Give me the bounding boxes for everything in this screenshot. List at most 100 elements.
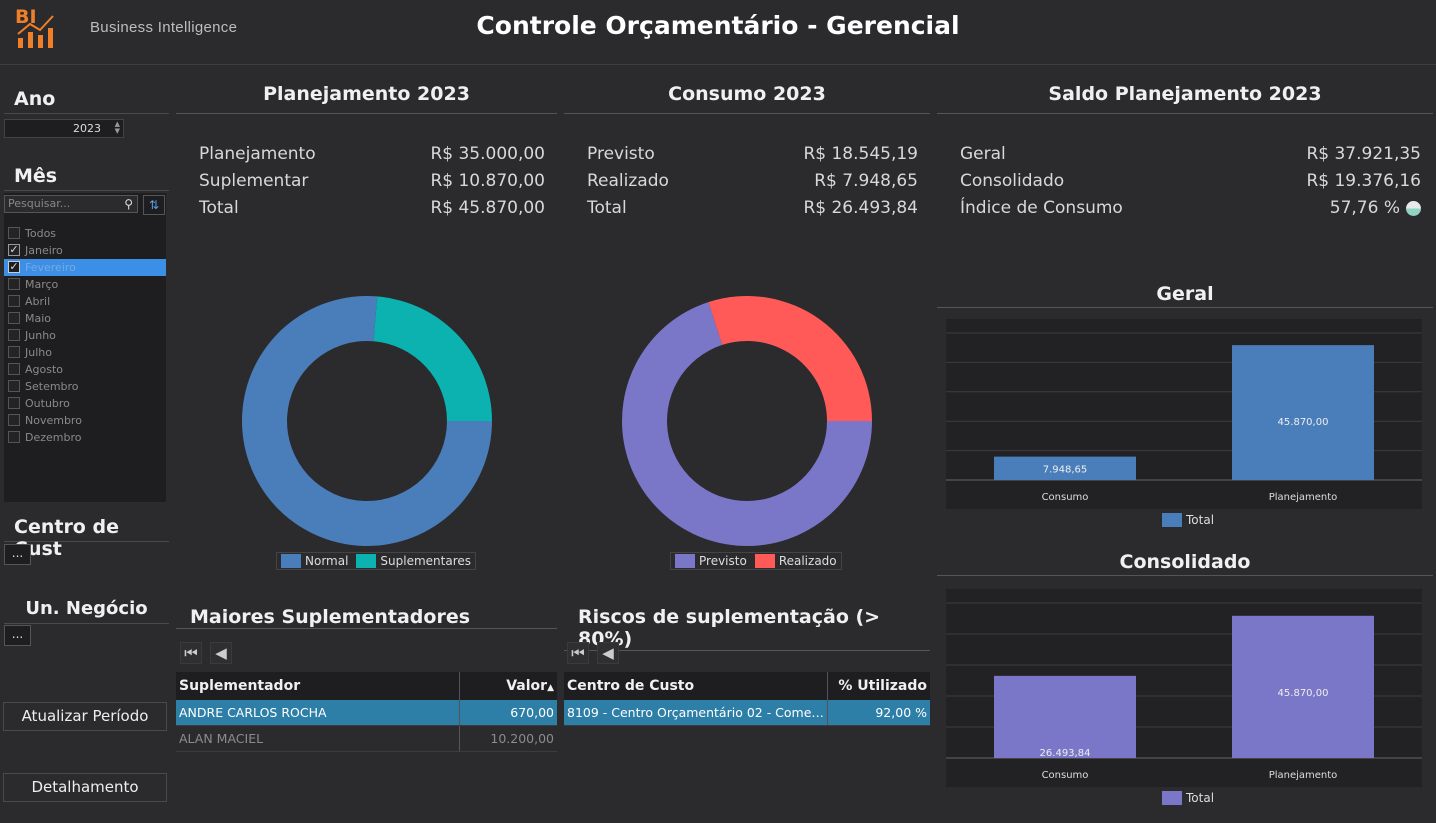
un-negocio-dropdown[interactable]: ...: [4, 625, 31, 646]
checkbox-icon[interactable]: [8, 312, 20, 324]
x-tick-label: Consumo: [1042, 770, 1089, 781]
checkbox-checked-icon[interactable]: ✓: [8, 260, 20, 273]
consolidado-bar-chart[interactable]: 26.493,84 Consumo 45.870,00 Planejamento: [946, 589, 1422, 787]
sort-asc-icon: ▲: [547, 683, 554, 693]
month-item[interactable]: Março: [4, 276, 166, 293]
month-item[interactable]: Julho: [4, 344, 166, 361]
month-label: Todos: [25, 227, 57, 240]
month-label: Fevereiro: [25, 261, 76, 274]
month-item[interactable]: ✓ Fevereiro: [4, 259, 166, 276]
checkbox-icon[interactable]: [8, 397, 20, 409]
legend-label: Realizado: [778, 554, 837, 568]
spinner-arrows-icon[interactable]: ▲ ▼: [114, 120, 120, 135]
x-tick-label: Consumo: [1042, 492, 1089, 503]
checkbox-icon[interactable]: [8, 295, 20, 307]
cell-name: 8109 - Centro Orçamentário 02 - Comercia…: [564, 700, 828, 725]
checkbox-icon[interactable]: [8, 346, 20, 358]
col-valor[interactable]: Valor▲: [460, 672, 557, 700]
prev-page-icon[interactable]: ◀: [597, 642, 619, 664]
planejamento-values: Planejamento R$ 35.000,00 Suplementar R$ 1…: [199, 141, 545, 222]
month-item[interactable]: Agosto: [4, 361, 166, 378]
geral-bar-chart[interactable]: 7.948,65 Consumo 45.870,00 Planejamento: [946, 319, 1422, 509]
centro-custo-dropdown[interactable]: ...: [4, 544, 31, 565]
kv-row: Consolidado R$ 19.376,16: [960, 168, 1421, 195]
donut-slice-realizado[interactable]: [708, 296, 872, 421]
un-negocio-label: Un. Negócio: [4, 598, 169, 624]
cell-value: 670,00: [510, 705, 554, 720]
logo-mark: BI: [15, 6, 37, 28]
logo-text: Business Intelligence: [90, 19, 238, 36]
first-page-icon[interactable]: ⏮: [567, 642, 589, 664]
month-item[interactable]: ✓ Janeiro: [4, 242, 166, 259]
legend-label: Total: [1186, 791, 1215, 805]
month-label: Março: [25, 278, 59, 291]
month-item[interactable]: Abril: [4, 293, 166, 310]
indice-value: 57,76 %: [1329, 198, 1400, 218]
table-row[interactable]: ALAN MACIEL 10.200,00: [176, 726, 557, 752]
header-bar: [0, 0, 1436, 65]
checkbox-icon[interactable]: [8, 414, 20, 426]
detalhamento-button[interactable]: Detalhamento: [3, 773, 167, 802]
sort-icon[interactable]: ⇅: [143, 195, 165, 215]
ano-label: Ano: [4, 88, 169, 114]
month-label: Outubro: [25, 397, 70, 410]
col-suplementador[interactable]: Suplementador: [176, 672, 460, 700]
checkbox-icon[interactable]: [8, 329, 20, 341]
kv-row: Realizado R$ 7.948,65: [587, 168, 918, 195]
cell-value: 10.200,00: [490, 731, 554, 746]
month-item[interactable]: Maio: [4, 310, 166, 327]
saldo-values: Geral R$ 37.921,35 Consolidado R$ 19.376,1…: [960, 141, 1421, 222]
kv-label: Geral: [960, 144, 1006, 164]
month-label: Dezembro: [25, 431, 82, 444]
bar-planejamento[interactable]: [1232, 345, 1374, 480]
table-row[interactable]: ANDRE CARLOS ROCHA 670,00: [176, 700, 557, 726]
month-item[interactable]: Todos: [4, 225, 166, 242]
search-icon[interactable]: ⚲: [124, 197, 133, 211]
cell-name: ANDRE CARLOS ROCHA: [176, 700, 460, 725]
prev-page-icon[interactable]: ◀: [210, 642, 232, 664]
legend-label: Normal: [305, 554, 349, 568]
bar-data-label: 45.870,00: [1278, 417, 1329, 428]
table-row[interactable]: 8109 - Centro Orçamentário 02 - Comercia…: [564, 700, 930, 726]
checkbox-icon[interactable]: [8, 227, 20, 239]
kv-label: Suplementar: [199, 171, 309, 191]
month-item[interactable]: Novembro: [4, 412, 166, 429]
bar-consumo[interactable]: [994, 675, 1136, 758]
search-placeholder: Pesquisar...: [8, 197, 71, 210]
first-page-icon[interactable]: ⏮: [180, 642, 202, 664]
checkbox-icon[interactable]: [8, 380, 20, 392]
kv-row: Planejamento R$ 35.000,00: [199, 141, 545, 168]
col-valor-label: Valor: [506, 678, 548, 694]
kv-label: Previsto: [587, 144, 655, 164]
month-item[interactable]: Outubro: [4, 395, 166, 412]
kv-label: Realizado: [587, 171, 669, 191]
checkbox-checked-icon[interactable]: ✓: [8, 243, 20, 256]
donut-slice-suplementares[interactable]: [373, 296, 492, 421]
ano-spinner[interactable]: 2023 ▲ ▼: [4, 119, 124, 138]
kv-row: Previsto R$ 18.545,19: [587, 141, 918, 168]
consumo-donut-chart[interactable]: [621, 295, 873, 547]
col-centro-custo[interactable]: Centro de Custo: [564, 672, 828, 700]
month-label: Agosto: [25, 363, 64, 376]
bar-data-label: 45.870,00: [1278, 688, 1329, 699]
month-item[interactable]: Dezembro: [4, 429, 166, 446]
col-utilizado[interactable]: % Utilizado: [838, 678, 927, 694]
geral-legend: Total: [1158, 512, 1218, 528]
month-item[interactable]: Setembro: [4, 378, 166, 395]
bar-planejamento[interactable]: [1232, 615, 1374, 758]
atualizar-periodo-button[interactable]: Atualizar Período: [3, 702, 167, 731]
bar-consumo[interactable]: [994, 456, 1136, 480]
legend-swatch: [1162, 513, 1182, 527]
kv-row: Geral R$ 37.921,35: [960, 141, 1421, 168]
table-header: Suplementador Valor▲: [176, 672, 557, 700]
kv-row: Total R$ 26.493,84: [587, 195, 918, 222]
checkbox-icon[interactable]: [8, 278, 20, 290]
planejamento-donut-chart[interactable]: [241, 295, 493, 547]
checkbox-icon[interactable]: [8, 363, 20, 375]
month-search-input[interactable]: Pesquisar... ⚲: [4, 195, 138, 213]
donut-slice-previsto[interactable]: [622, 302, 872, 546]
checkbox-icon[interactable]: [8, 431, 20, 443]
donut-slice-normal[interactable]: [242, 296, 492, 546]
month-item[interactable]: Junho: [4, 327, 166, 344]
kv-row: Índice de Consumo 57,76 %: [960, 195, 1421, 222]
